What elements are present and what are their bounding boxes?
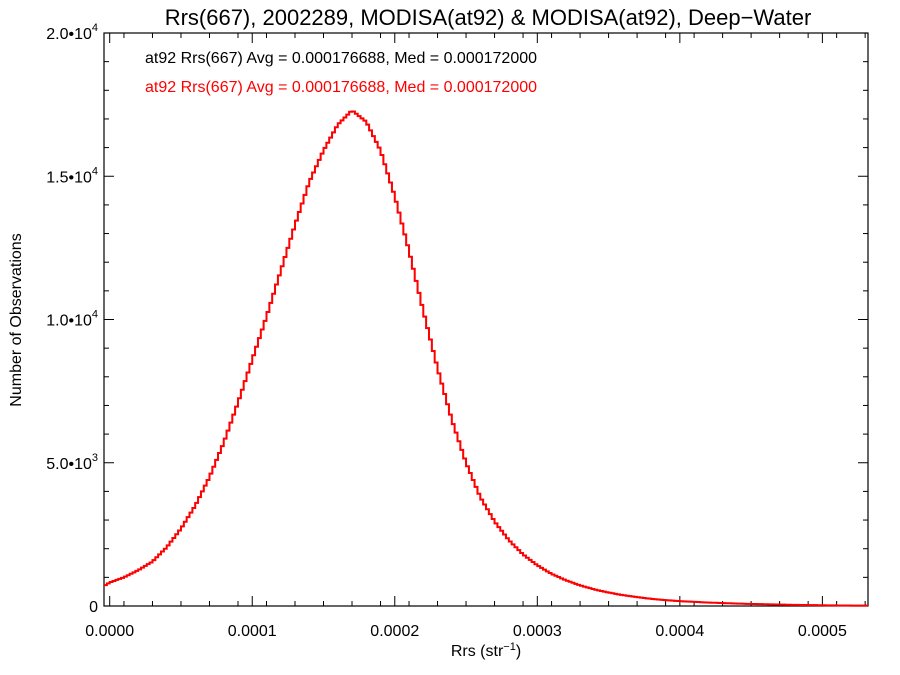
x-tick-label: 0.0004 — [655, 623, 704, 640]
y-tick-label: 2.0•104 — [46, 22, 98, 43]
y-tick-mantissa: 1.5•10 — [46, 169, 92, 186]
legend: at92 Rrs(667) Avg = 0.000176688, Med = 0… — [145, 50, 537, 96]
x-axis-label-sup: −1 — [503, 641, 516, 653]
histogram-series-group — [104, 110, 868, 607]
x-axis-ticks: 0.0000 0.0001 0.0002 0.0003 0.0004 0.0005 — [85, 33, 866, 640]
legend-entry-2: at92 Rrs(667) Avg = 0.000176688, Med = 0… — [145, 79, 537, 96]
y-axis-label: Number of Observations — [8, 233, 25, 406]
y-tick-label: 5.0•103 — [46, 452, 98, 473]
y-tick-exponent: 4 — [92, 165, 98, 177]
y-tick-label: 1.0•104 — [46, 309, 98, 330]
y-tick-exponent: 4 — [92, 309, 98, 321]
y-tick-label: 0 — [89, 599, 98, 616]
y-tick-mantissa: 0 — [89, 599, 98, 616]
y-tick-mantissa: 5.0•10 — [46, 456, 92, 473]
x-tick-label: 0.0005 — [798, 623, 847, 640]
x-tick-label: 0.0003 — [513, 623, 562, 640]
plot-border — [103, 32, 869, 607]
x-tick-label: 0.0002 — [370, 623, 419, 640]
histogram-series-1 — [104, 110, 868, 607]
y-tick-exponent: 4 — [92, 22, 98, 34]
y-tick-mantissa: 1.0•10 — [46, 313, 92, 330]
x-tick-label: 0.0000 — [85, 623, 134, 640]
legend-entry-1: at92 Rrs(667) Avg = 0.000176688, Med = 0… — [145, 50, 537, 67]
x-axis-label-base: Rrs (str — [451, 643, 504, 660]
x-tick-label: 0.0001 — [228, 623, 277, 640]
chart-title: Rrs(667), 2002289, MODISA(at92) & MODISA… — [165, 5, 812, 30]
histogram-series-2 — [104, 110, 868, 607]
plot-frame — [103, 32, 869, 607]
x-axis-label: Rrs (str−1) — [451, 641, 521, 660]
y-tick-mantissa: 2.0•10 — [46, 26, 92, 43]
y-tick-exponent: 3 — [92, 452, 98, 464]
x-axis-label-close: ) — [516, 643, 521, 660]
y-tick-label: 1.5•104 — [46, 165, 98, 186]
